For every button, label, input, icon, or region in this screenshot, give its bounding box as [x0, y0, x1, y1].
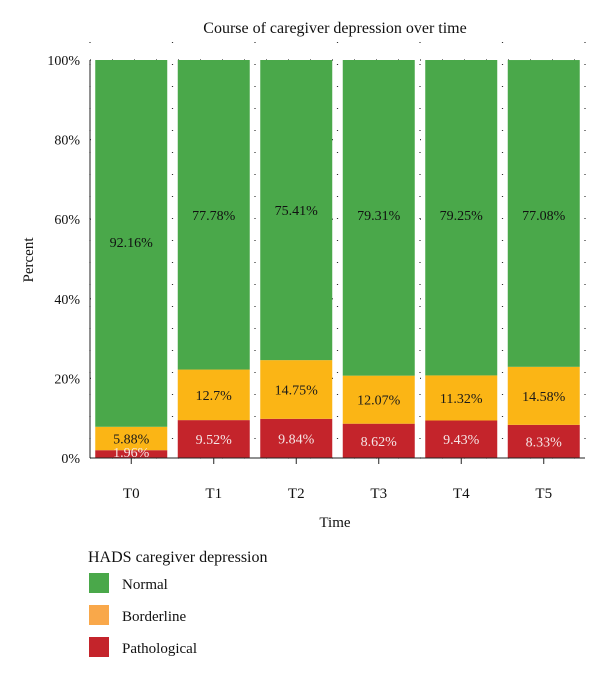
bar-segment-pathological-t3	[342, 423, 415, 458]
data-label-normal-t3: 79.31%	[357, 209, 401, 224]
x-tick-label-t4: T4	[453, 486, 470, 502]
bar-segment-pathological-t4	[425, 420, 498, 458]
legend-label-borderline: Borderline	[122, 609, 186, 625]
x-tick-label-t0: T0	[123, 486, 140, 502]
data-label-borderline-t0: 5.88%	[113, 432, 150, 447]
bar-segment-normal-t1	[177, 60, 250, 370]
y-tick-label: 40%	[54, 293, 80, 308]
bar-segment-normal-t5	[507, 60, 580, 367]
data-label-borderline-t5: 14.58%	[522, 390, 566, 405]
data-label-normal-t4: 79.25%	[440, 209, 484, 224]
bar-segment-borderline-t4	[425, 375, 498, 421]
y-tick-label: 100%	[47, 54, 80, 69]
x-tick-label-t2: T2	[288, 486, 305, 502]
x-tick-label-t3: T3	[370, 486, 387, 502]
legend-title: HADS caregiver depression	[88, 549, 268, 566]
data-label-pathological-t5: 8.33%	[526, 435, 563, 450]
data-label-borderline-t1: 12.7%	[196, 389, 233, 404]
bar-segment-normal-t2	[260, 60, 333, 361]
y-tick-label: 0%	[61, 452, 80, 467]
data-label-borderline-t2: 14.75%	[275, 383, 319, 398]
chart-title: Course of caregiver depression over time	[203, 20, 466, 37]
data-label-borderline-t4: 11.32%	[440, 392, 483, 407]
y-axis-label: Percent	[21, 237, 37, 283]
data-label-normal-t1: 77.78%	[192, 209, 236, 224]
bars: 1.96%5.88% 92.16% 9.52% 12.7% 77.78% 9.84% 14.…	[95, 60, 580, 461]
bar-segment-pathological-t1	[177, 420, 250, 458]
legend: Normal Borderline Pathological	[89, 573, 197, 657]
bar-segment-normal-t0	[95, 60, 168, 427]
y-tick-label: 80%	[54, 134, 80, 149]
legend-swatch-normal	[89, 573, 109, 593]
data-label-normal-t2: 75.41%	[275, 204, 319, 219]
data-label-normal-t0: 92.16%	[110, 236, 154, 251]
bar-segment-normal-t4	[425, 60, 498, 376]
data-label-pathological-t4: 9.43%	[443, 433, 480, 448]
y-tick-label: 20%	[54, 372, 80, 387]
x-tick-label-t1: T1	[205, 486, 222, 502]
legend-swatch-borderline	[89, 605, 109, 625]
y-axis: 0% 20% 40% 60% 80% 100%	[47, 54, 91, 467]
y-tick-label: 60%	[54, 213, 80, 228]
legend-label-normal: Normal	[122, 577, 168, 593]
bar-segment-pathological-t5	[507, 424, 580, 458]
data-label-pathological-t2: 9.84%	[278, 432, 315, 447]
data-label-pathological-t3: 8.62%	[361, 435, 398, 450]
legend-swatch-pathological	[89, 637, 109, 657]
data-label-pathological-t0: 1.96%	[113, 446, 150, 461]
x-axis: T0 T1 T2 T3 T4 T5	[90, 457, 585, 502]
bar-segment-borderline-t3	[342, 375, 415, 424]
bar-segment-normal-t3	[342, 60, 415, 376]
data-label-normal-t5: 77.08%	[522, 209, 566, 224]
bar-segment-pathological-t0	[95, 450, 168, 458]
legend-label-pathological: Pathological	[122, 641, 197, 657]
x-tick-label-t5: T5	[535, 486, 552, 502]
data-label-pathological-t1: 9.52%	[196, 433, 233, 448]
bar-segment-borderline-t2	[260, 360, 333, 419]
bar-segment-borderline-t5	[507, 366, 580, 425]
bar-segment-pathological-t2	[260, 418, 333, 458]
data-label-borderline-t3: 12.07%	[357, 394, 401, 409]
bar-segment-borderline-t1	[177, 369, 250, 421]
bar-segment-borderline-t0	[95, 426, 168, 451]
x-axis-label: Time	[319, 515, 350, 531]
